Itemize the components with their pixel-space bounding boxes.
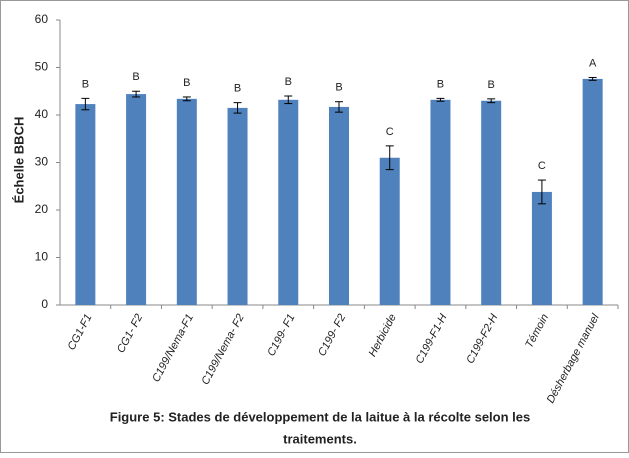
y-tick-label: 20 [35, 202, 49, 216]
group-letter: B [82, 78, 89, 90]
bar [531, 191, 552, 305]
y-tick-label: 0 [41, 297, 48, 311]
bar [379, 157, 400, 305]
bar [329, 106, 349, 305]
group-letter: A [589, 57, 597, 69]
y-tick-label: 10 [35, 250, 49, 264]
y-tick-label: 50 [35, 60, 49, 74]
group-letter: B [234, 83, 241, 95]
y-axis-label: Échelle BBCH [11, 117, 26, 204]
y-tick-label: 40 [35, 107, 49, 121]
group-letter: B [437, 78, 444, 90]
group-letter: B [488, 79, 495, 91]
y-tick-label: 60 [35, 12, 49, 26]
chart-title: traitements. [283, 431, 357, 446]
bar [126, 94, 147, 305]
group-letter: C [538, 160, 546, 172]
group-letter: C [386, 126, 394, 138]
group-letter: B [335, 82, 342, 94]
bar [176, 98, 197, 305]
bar [582, 78, 603, 306]
bar [430, 99, 451, 305]
group-letter: B [285, 76, 292, 88]
bar [75, 104, 96, 305]
chart-title: Figure 5: Stades de développement de la … [110, 409, 530, 424]
bar [481, 100, 502, 305]
bar [278, 99, 299, 305]
group-letter: B [132, 71, 139, 83]
y-tick-label: 30 [35, 155, 49, 169]
group-letter: B [183, 77, 190, 89]
bar [227, 107, 248, 305]
